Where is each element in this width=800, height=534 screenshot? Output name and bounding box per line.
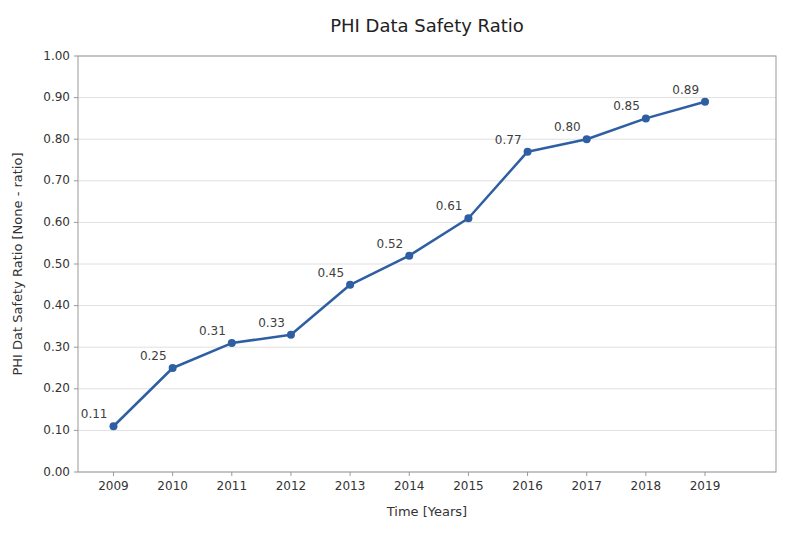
tick-label: 1.00 — [43, 49, 70, 63]
data-labels: 0.11 0.25 0.31 0.33 0.45 0.52 0.61 0.77 0.80 0.85… — [81, 83, 699, 421]
marker — [169, 364, 177, 372]
tick-mark — [74, 305, 78, 306]
grid-line — [78, 305, 776, 306]
data-label: 0.61 — [436, 199, 463, 213]
tick-label: 2018 — [631, 479, 662, 493]
tick-mark — [74, 56, 78, 57]
tick-label: 0.10 — [43, 423, 70, 437]
title: PHI Data Safety Ratio — [330, 15, 524, 36]
data-label: 0.89 — [672, 83, 699, 97]
chart: 0.00 0.10 0.20 0.30 0.40 0.50 0.60 0.70 0.80 0.90… — [0, 0, 800, 534]
tick-label: 0.30 — [43, 340, 70, 354]
tick-label: 2015 — [453, 479, 484, 493]
tick-label: 0.90 — [43, 90, 70, 104]
tick-mark — [74, 430, 78, 431]
tick-mark — [74, 472, 78, 473]
tick-mark — [645, 472, 646, 476]
tick-label: 2012 — [276, 479, 307, 493]
marker — [524, 148, 532, 156]
tick-label: 2017 — [571, 479, 602, 493]
plot-frame — [78, 56, 776, 472]
grid-line — [78, 180, 776, 181]
y-axis-label: PHI Dat Safety Ratio [None - ratio] — [10, 153, 25, 376]
tick-label: 2014 — [394, 479, 425, 493]
tick-label: 0.60 — [43, 215, 70, 229]
grid — [78, 56, 776, 472]
tick-label: 2016 — [512, 479, 543, 493]
marker — [583, 135, 591, 143]
tick-label: 2019 — [690, 479, 721, 493]
tick-label: 0.70 — [43, 173, 70, 187]
tick-mark — [74, 347, 78, 348]
marker — [701, 98, 709, 106]
tick-label: 0.80 — [43, 132, 70, 146]
tick-label: 0.20 — [43, 381, 70, 395]
tick-mark — [350, 472, 351, 476]
line — [113, 102, 705, 426]
marker — [346, 281, 354, 289]
data-label: 0.25 — [140, 349, 167, 363]
tick-mark — [409, 472, 410, 476]
tick-mark — [74, 222, 78, 223]
tick-mark — [113, 472, 114, 476]
marker — [642, 114, 650, 122]
tick-mark — [290, 472, 291, 476]
tick-mark — [172, 472, 173, 476]
tick-label: 2011 — [217, 479, 248, 493]
tick-mark — [705, 472, 706, 476]
data-label: 0.11 — [81, 407, 108, 421]
grid-line — [78, 347, 776, 348]
data-label: 0.45 — [317, 266, 344, 280]
tick-label: 2009 — [98, 479, 129, 493]
tick-label: 0.50 — [43, 257, 70, 271]
tick-label: 0.00 — [43, 465, 70, 479]
grid-line — [78, 430, 776, 431]
tick-label: 2010 — [157, 479, 188, 493]
grid-line — [78, 222, 776, 223]
tick-mark — [74, 264, 78, 265]
grid-line — [78, 388, 776, 389]
tick-label: 2013 — [335, 479, 366, 493]
tick-mark — [468, 472, 469, 476]
data-label: 0.80 — [554, 120, 581, 134]
tick-mark — [586, 472, 587, 476]
grid-line — [78, 264, 776, 265]
grid-line — [78, 97, 776, 98]
data-label: 0.85 — [613, 99, 640, 113]
tick-mark — [74, 97, 78, 98]
data-label: 0.33 — [258, 316, 285, 330]
tick-mark — [74, 180, 78, 181]
tick-mark — [231, 472, 232, 476]
grid-line — [78, 139, 776, 140]
tick-label: 0.40 — [43, 298, 70, 312]
tick-mark — [74, 388, 78, 389]
x-axis-label: Time [Years] — [386, 504, 467, 519]
series — [109, 98, 709, 430]
x-axis: 2009 2010 2011 2012 2013 2014 2015 2016 2017 2018… — [98, 472, 720, 493]
marker — [464, 214, 472, 222]
marker — [228, 339, 236, 347]
y-axis: 0.00 0.10 0.20 0.30 0.40 0.50 0.60 0.70 0.80 0.90… — [43, 49, 78, 479]
marker — [287, 331, 295, 339]
data-label: 0.77 — [495, 133, 522, 147]
marker — [109, 422, 117, 430]
tick-mark — [74, 139, 78, 140]
tick-mark — [527, 472, 528, 476]
marker — [405, 252, 413, 260]
data-label: 0.52 — [377, 237, 404, 251]
data-label: 0.31 — [199, 324, 226, 338]
